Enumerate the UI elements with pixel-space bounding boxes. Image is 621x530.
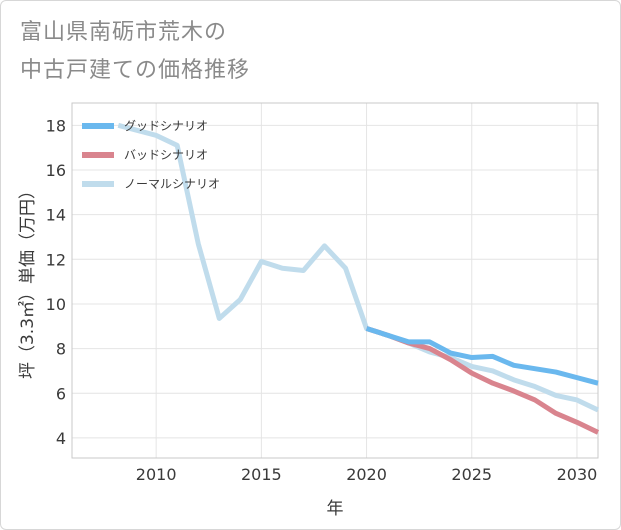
series-line-2 xyxy=(117,122,600,413)
x-axis-title: 年 xyxy=(327,499,344,519)
y-tick-labels: 4 6 8 10 12 14 16 18 xyxy=(46,116,66,448)
legend-label-0: グッドシナリオ xyxy=(124,119,208,133)
y-axis-title: 坪（3.3㎡）単価（万円） xyxy=(18,182,38,379)
x-tick-labels: 2010 2015 2020 2025 2030 xyxy=(136,465,598,484)
x-tick-2015: 2015 xyxy=(241,465,282,484)
x-tick-2010: 2010 xyxy=(136,465,177,484)
series-line-1 xyxy=(365,326,600,435)
x-tick-2020: 2020 xyxy=(346,465,387,484)
legend-label-2: ノーマルシナリオ xyxy=(124,177,220,191)
y-tick-12: 12 xyxy=(46,250,66,269)
y-tick-10: 10 xyxy=(46,295,66,314)
y-tick-14: 14 xyxy=(46,206,66,225)
chart-title-line-1: 富山県南砺市荒木の xyxy=(20,20,228,45)
y-tick-8: 8 xyxy=(56,340,66,359)
y-tick-18: 18 xyxy=(46,116,66,135)
series-lines xyxy=(117,122,600,435)
y-tick-6: 6 xyxy=(56,384,66,403)
series-line-0 xyxy=(365,326,599,386)
x-tick-2025: 2025 xyxy=(451,465,492,484)
chart-title: 富山県南砺市荒木の 中古戸建ての価格推移 xyxy=(20,14,250,90)
chart-title-line-2: 中古戸建ての価格推移 xyxy=(20,58,251,83)
plot-border xyxy=(71,102,599,459)
x-tick-2030: 2030 xyxy=(557,465,598,484)
legend-label-1: バッドシナリオ xyxy=(124,148,208,162)
y-tick-4: 4 xyxy=(56,429,66,448)
y-tick-16: 16 xyxy=(46,161,66,180)
grid xyxy=(72,103,598,458)
